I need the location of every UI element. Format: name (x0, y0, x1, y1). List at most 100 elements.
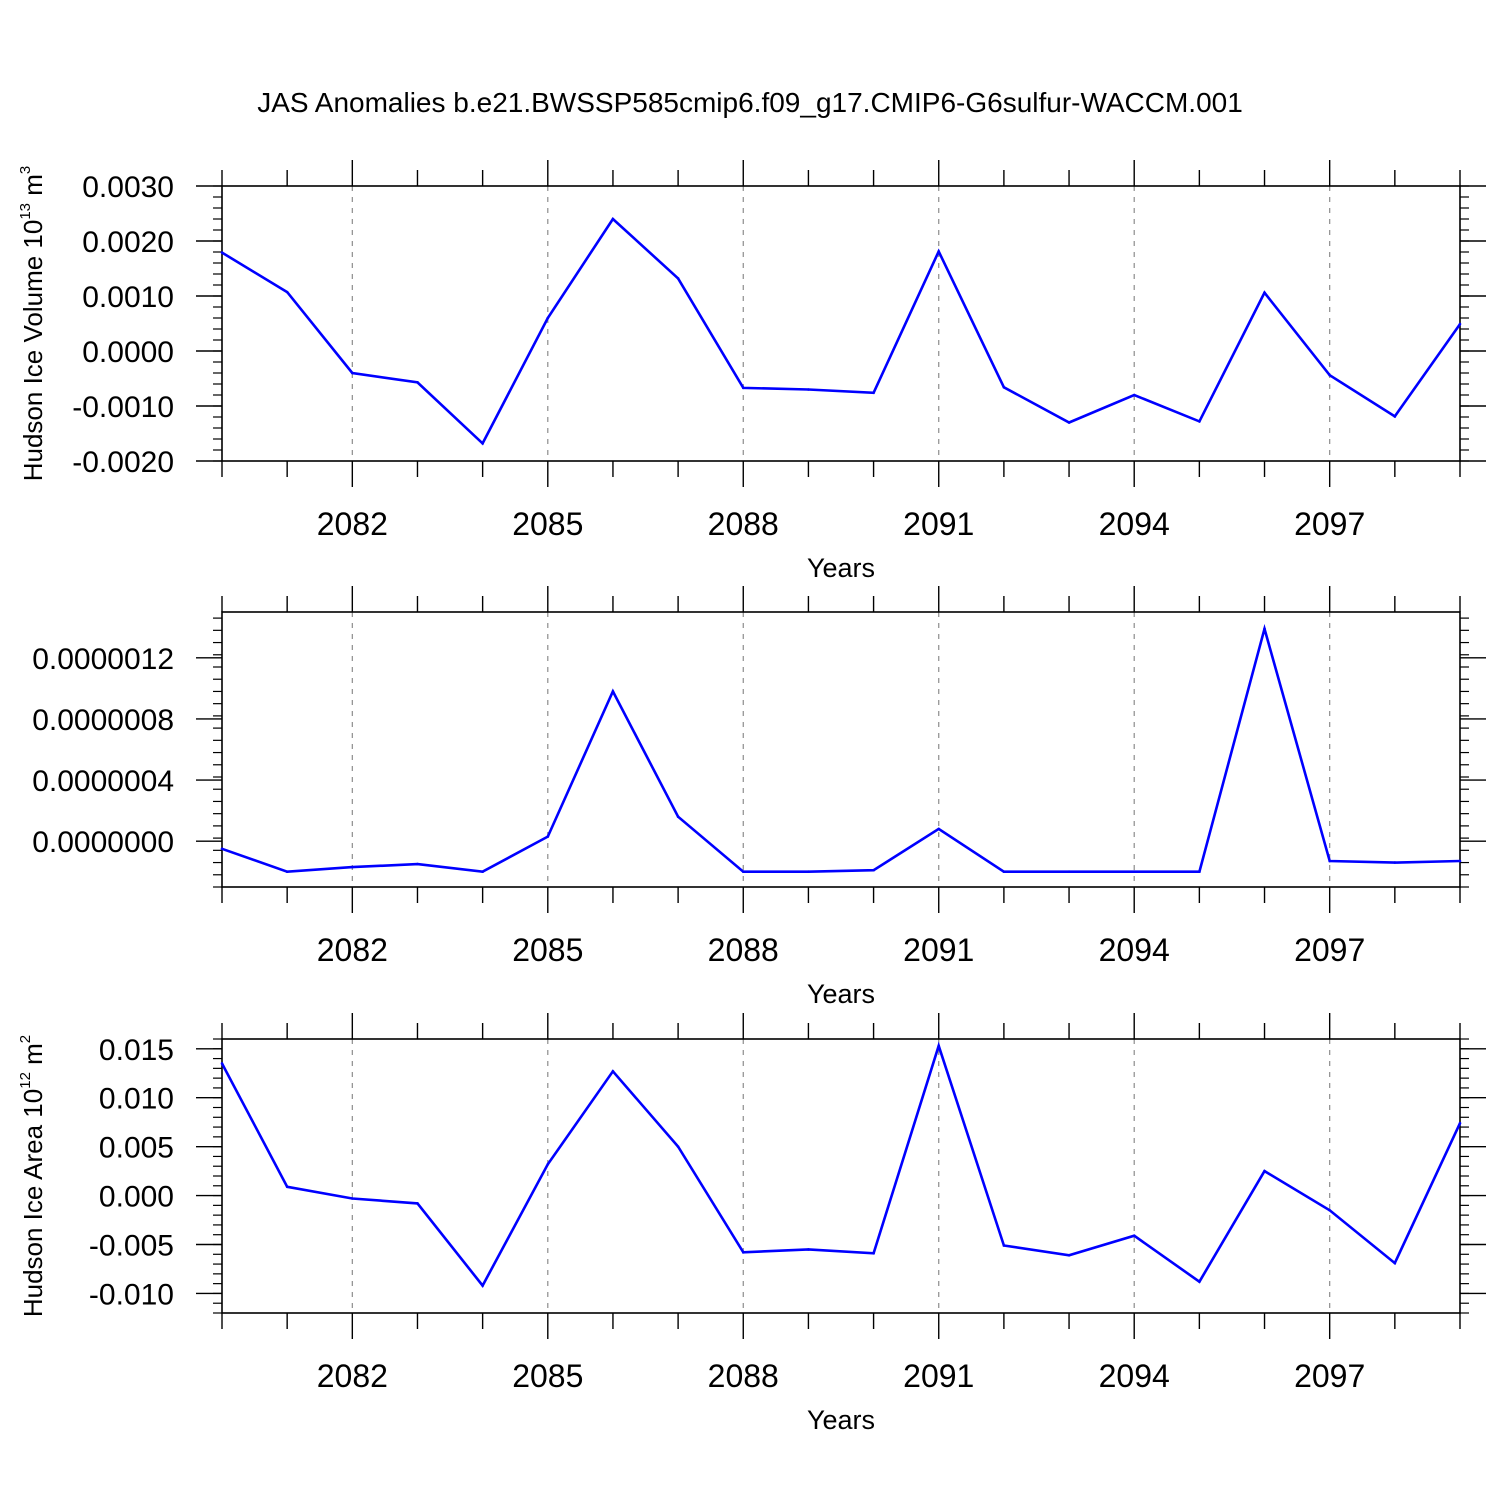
data-point (1198, 870, 1201, 874)
y-tick-label: 0.0000000 (32, 826, 174, 859)
y-axis-label-superscript: 12 (17, 1072, 34, 1089)
data-point (741, 386, 745, 390)
data-point (351, 1197, 354, 1200)
data-point (1328, 373, 1331, 377)
x-axis-label: Years (807, 553, 875, 583)
y-tick-label: 0.0010 (82, 281, 174, 314)
x-tick-label: 2094 (1099, 1358, 1170, 1394)
panel-3: -0.010 -0.005 0.000 0.005 0.010 0.015 2082 2085… (17, 1013, 1486, 1435)
data-point (285, 290, 289, 294)
data-point (1198, 1280, 1201, 1283)
x-tick-label: 2082 (317, 506, 388, 542)
x-tick-label: 2094 (1099, 932, 1170, 968)
data-point (611, 217, 615, 221)
x-tick-label: 2088 (708, 932, 779, 968)
x-tick-label: 2091 (903, 506, 974, 542)
x-tick-label: 2091 (903, 1358, 974, 1394)
x-tick-label: 2091 (903, 932, 974, 968)
data-point (481, 870, 484, 874)
y-axis-label-text: m (18, 1043, 48, 1072)
data-point (872, 391, 875, 395)
y-tick-label: 0.0000012 (32, 643, 174, 676)
y-tick-label: 0.0000004 (32, 765, 174, 798)
data-point (285, 1185, 289, 1189)
y-tick-label: 0.0000 (82, 336, 174, 369)
data-point (1458, 1121, 1462, 1125)
data-point (611, 1069, 615, 1073)
data-point (807, 1248, 810, 1251)
data-point (1067, 1253, 1071, 1257)
x-tick-label: 2085 (512, 506, 583, 542)
y-axis-label-superscript: 2 (17, 1035, 34, 1043)
x-tick-label: 2097 (1294, 1358, 1365, 1394)
data-point (1067, 870, 1071, 874)
data-point (741, 870, 745, 874)
y-tick-label: -0.005 (89, 1230, 174, 1263)
data-point (1002, 870, 1006, 874)
data-point (676, 277, 680, 280)
y-tick-label: 0.005 (99, 1132, 174, 1165)
x-tick-label: 2088 (708, 506, 779, 542)
data-point (807, 388, 810, 391)
x-tick-label: 2082 (317, 932, 388, 968)
y-axis-label: Hudson Ice Area 1012 m2 (17, 1035, 48, 1317)
data-point (741, 1251, 745, 1254)
data-point (1132, 393, 1136, 397)
data-point (416, 862, 419, 866)
data-point (676, 815, 680, 819)
data-point (937, 250, 941, 253)
data-point (676, 1145, 680, 1148)
data-point (416, 1202, 419, 1205)
plot-frame (221, 185, 1461, 462)
data-point (546, 316, 550, 320)
y-tick-label: 0.0000008 (32, 704, 174, 737)
x-tick-label: 2094 (1099, 506, 1170, 542)
data-point (1132, 870, 1136, 874)
y-axis-label-superscript: 3 (17, 166, 34, 174)
data-point (351, 865, 354, 869)
data-point (1263, 627, 1266, 631)
data-point (220, 1062, 224, 1065)
series-line (221, 623, 1461, 874)
data-point (351, 371, 354, 375)
chart-title: JAS Anomalies b.e21.BWSSP585cmip6.f09_g1… (257, 87, 1243, 118)
y-tick-label: 0.0020 (82, 226, 174, 259)
plot-frame (221, 611, 1461, 888)
y-tick-label: 0.000 (99, 1181, 174, 1214)
data-point (546, 835, 550, 838)
data-point (1263, 1169, 1266, 1173)
data-point (1458, 322, 1462, 326)
y-axis-label-superscript: 13 (17, 203, 34, 220)
data-point (1198, 420, 1201, 423)
y-tick-label: 0.015 (99, 1034, 174, 1067)
data-point (416, 381, 419, 384)
x-tick-label: 2085 (512, 932, 583, 968)
x-axis-label: Years (807, 1405, 875, 1435)
data-point (611, 690, 615, 693)
data-point (1132, 1234, 1136, 1237)
series-line (220, 1041, 1462, 1288)
data-point (937, 827, 941, 831)
x-axis-label: Years (807, 979, 875, 1009)
panel-1: -0.0020 -0.0010 0.0000 0.0010 0.0020 0.0030 20… (17, 160, 1486, 583)
data-point (546, 1162, 550, 1166)
data-point (1328, 1208, 1331, 1212)
y-axis-label-text: Hudson Ice Area 10 (18, 1089, 48, 1317)
x-tick-label: 2097 (1294, 932, 1365, 968)
data-point (872, 1252, 875, 1255)
y-axis-label-text: Hudson Ice Volume 10 (18, 220, 48, 482)
panel-2: 0.0000000 0.0000004 0.0000008 0.0000012 2082… (32, 586, 1486, 1009)
y-tick-label: -0.010 (89, 1278, 174, 1311)
x-tick-label: 2097 (1294, 506, 1365, 542)
data-point (481, 1284, 484, 1287)
data-point (285, 870, 289, 874)
data-point (1002, 1244, 1006, 1247)
data-point (1458, 859, 1462, 863)
data-point (1067, 421, 1071, 424)
panels: -0.0020-0.00100.00000.00100.00200.003020… (17, 160, 1486, 1435)
y-axis-label-text: m (18, 174, 48, 203)
y-tick-label: -0.0010 (72, 391, 174, 424)
y-tick-label: 0.0030 (82, 171, 174, 204)
data-point (220, 251, 224, 254)
